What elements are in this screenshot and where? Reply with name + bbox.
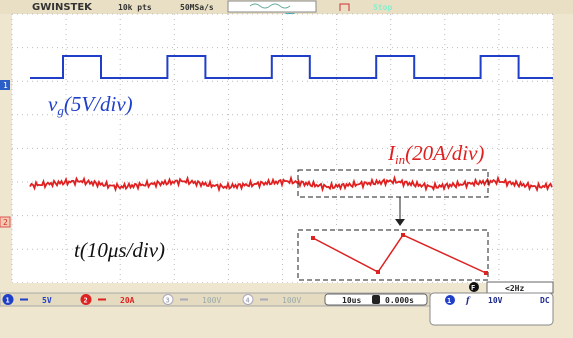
page: {"header":{"brand":"GWINSTEK","points":"… [0, 0, 573, 338]
zoom-view [298, 230, 488, 280]
vg-scale: (5V/div) [64, 92, 133, 116]
waveform-overview [228, 1, 316, 12]
status: Stop [373, 3, 392, 12]
channel-number: 4 [246, 297, 250, 305]
timebase: 10us [342, 296, 361, 305]
brand: GWINSTEK [32, 2, 93, 13]
menu-key: F [471, 284, 475, 292]
time-annotation: t(10μs/div) [74, 238, 165, 262]
channel-number: 2 [84, 297, 88, 305]
trigger-level: 10V [488, 296, 503, 305]
ch1-marker-label: 1 [3, 81, 8, 90]
channel-scale: 100V [202, 296, 221, 305]
trigger-source: 1 [447, 297, 451, 305]
h-icon [372, 295, 380, 304]
iin-scale: (20A/div) [405, 141, 484, 165]
channel-number: 3 [166, 297, 170, 305]
channel-scale: 100V [282, 296, 301, 305]
frequency: <2Hz [505, 284, 524, 293]
points: 10k pts [118, 3, 152, 12]
channel-number: 1 [6, 297, 10, 305]
position: 0.000s [385, 296, 414, 305]
ch2-marker-label: 2 [3, 218, 8, 227]
trigger-coupling: DC [540, 296, 550, 305]
channel-scale: 20A [120, 296, 135, 305]
channel-scale: 5V [42, 296, 52, 305]
scope-screen: GWINSTEK 10k pts 50MSa/s Stop 1 2 vg(5V/… [0, 0, 573, 338]
sample-rate: 50MSa/s [180, 3, 214, 12]
iin-subscript: in [395, 152, 405, 167]
